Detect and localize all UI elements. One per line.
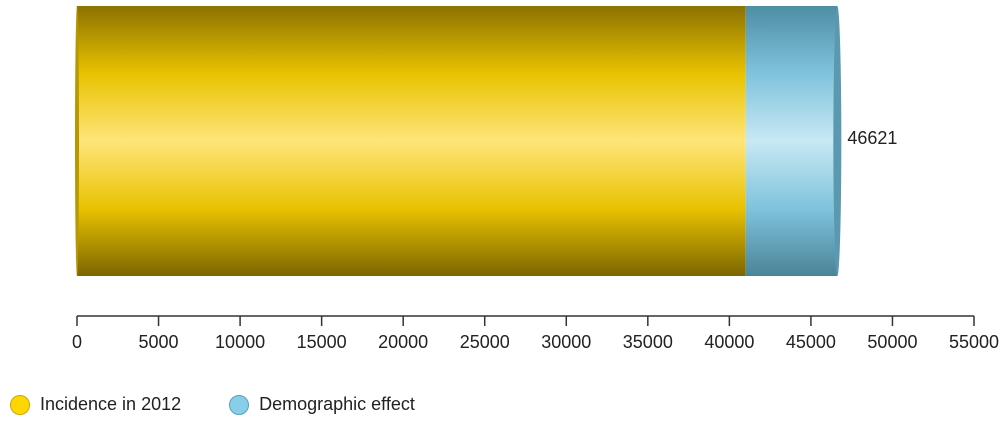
x-tick-label: 0 — [72, 332, 82, 352]
legend: Incidence in 2012 Demographic effect — [10, 394, 463, 415]
x-tick-label: 15000 — [297, 332, 347, 352]
x-tick-label: 5000 — [139, 332, 179, 352]
x-tick-label: 50000 — [867, 332, 917, 352]
legend-item-incidence[interactable]: Incidence in 2012 — [10, 394, 181, 415]
legend-label-demographic: Demographic effect — [259, 394, 415, 415]
bar-left-cap — [75, 6, 79, 276]
chart: 46621 0 5000 10000 15000 20000 25000 30000 3500… — [0, 0, 1008, 390]
bars: 46621 — [75, 6, 897, 276]
legend-item-demographic[interactable]: Demographic effect — [229, 394, 415, 415]
legend-label-incidence: Incidence in 2012 — [40, 394, 181, 415]
x-tick-label: 10000 — [215, 332, 265, 352]
bar-demographic-effect[interactable] — [746, 6, 838, 276]
x-tick-label: 40000 — [704, 332, 754, 352]
bar-incidence-2012[interactable] — [77, 6, 746, 276]
bar-right-cap — [833, 6, 841, 276]
legend-swatch-demographic-icon — [229, 395, 249, 415]
x-axis: 0 5000 10000 15000 20000 25000 30000 35000 40000… — [72, 316, 999, 352]
x-tick-label: 45000 — [786, 332, 836, 352]
x-tick-label: 55000 — [949, 332, 999, 352]
x-tick-label: 30000 — [541, 332, 591, 352]
legend-swatch-incidence-icon — [10, 395, 30, 415]
total-data-label: 46621 — [847, 128, 897, 148]
x-tick-label: 35000 — [623, 332, 673, 352]
x-tick-label: 25000 — [460, 332, 510, 352]
x-tick-label: 20000 — [378, 332, 428, 352]
